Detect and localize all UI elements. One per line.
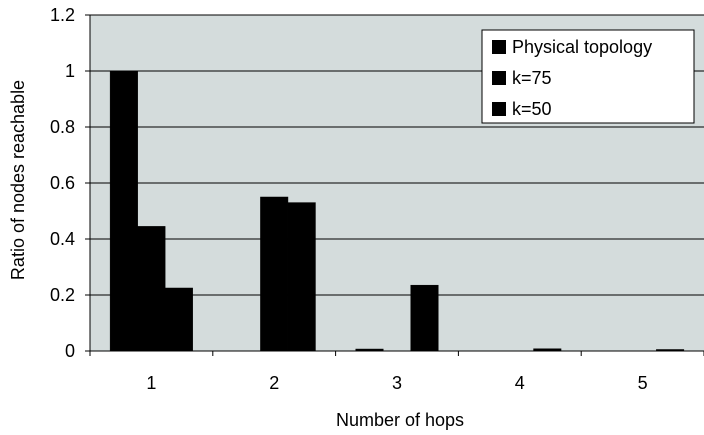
bar (137, 226, 166, 352)
y-tick-label: 0 (65, 341, 75, 361)
legend-swatch (492, 102, 506, 116)
y-tick-label: 1 (65, 61, 75, 81)
bar (410, 284, 439, 352)
x-tick-label: 3 (392, 373, 402, 393)
y-tick-label: 0.2 (50, 285, 75, 305)
legend-label: k=50 (512, 99, 552, 119)
x-axis-label: Number of hops (336, 410, 464, 430)
y-tick-label: 0.4 (50, 229, 75, 249)
y-tick-label: 1.2 (50, 5, 75, 25)
y-axis-ticks: 0 0.2 0.4 0.6 0.8 1 1.2 (50, 5, 90, 361)
y-tick-label: 0.8 (50, 117, 75, 137)
bar (109, 70, 138, 352)
y-axis-label: Ratio of nodes reachable (8, 80, 28, 280)
legend-swatch (492, 40, 506, 54)
legend-box (481, 29, 695, 124)
y-tick-label: 0.6 (50, 173, 75, 193)
bar (164, 287, 193, 352)
bar (287, 202, 316, 352)
x-tick-label: 2 (269, 373, 279, 393)
bar (260, 196, 289, 352)
legend-label: Physical topology (512, 37, 652, 57)
x-axis-ticks: 1 2 3 4 5 (89, 351, 704, 393)
legend-label: k=75 (512, 68, 552, 88)
legend: Physical topology k=75 k=50 (481, 29, 695, 124)
legend-swatch (492, 71, 506, 85)
bars-group (109, 70, 685, 352)
x-tick-label: 1 (146, 373, 156, 393)
x-tick-label: 5 (638, 373, 648, 393)
x-tick-label: 4 (515, 373, 525, 393)
